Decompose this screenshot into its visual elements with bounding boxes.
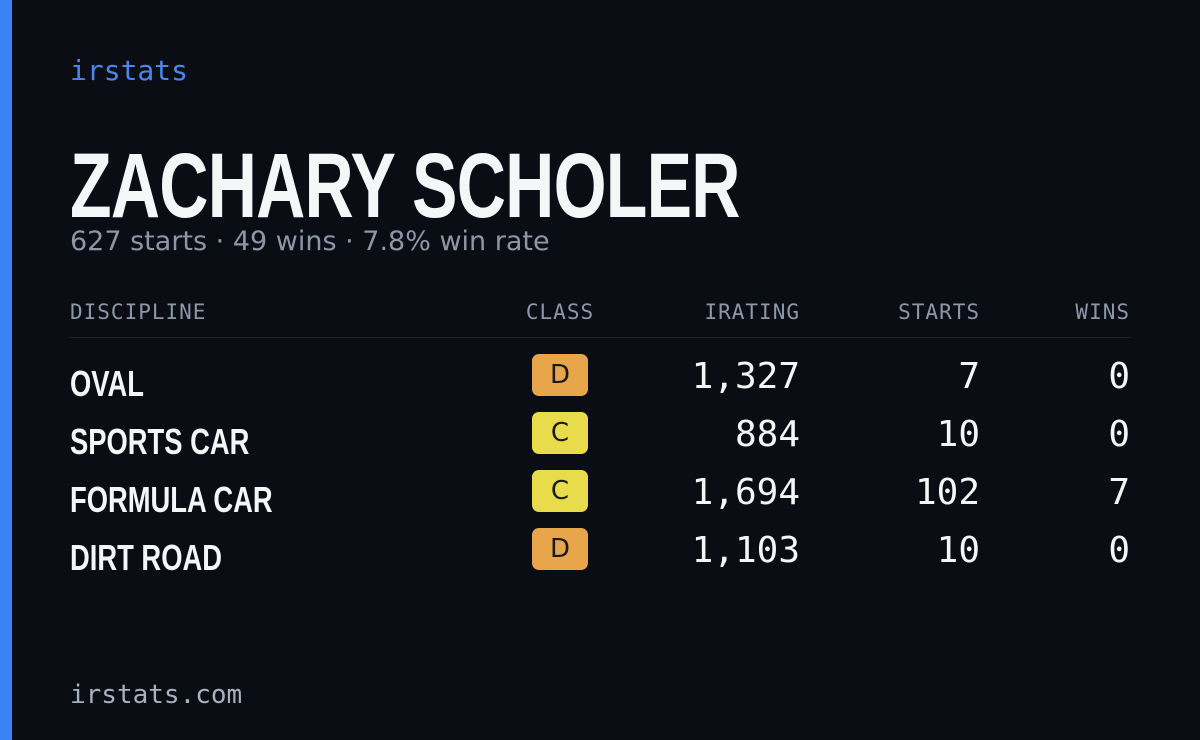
- accent-bar: [0, 0, 12, 740]
- discipline: OVAL: [70, 363, 144, 404]
- driver-name: ZACHARY SCHOLER: [70, 135, 740, 237]
- wins: 0: [1108, 356, 1130, 397]
- brand: irstats: [70, 54, 189, 87]
- footer-url: irstats.com: [70, 680, 243, 710]
- column-header: STARTS: [898, 300, 980, 324]
- column-header: IRATING: [704, 300, 800, 324]
- column-header: DISCIPLINE: [70, 300, 207, 324]
- class-badge: D: [532, 528, 588, 570]
- header-rule: [70, 337, 1130, 338]
- wins: 7: [1108, 472, 1130, 513]
- irating: 1,694: [691, 472, 800, 513]
- discipline: FORMULA CAR: [70, 479, 273, 520]
- irating: 1,103: [691, 530, 800, 571]
- column-header: WINS: [1075, 300, 1130, 324]
- wins: 0: [1108, 530, 1130, 571]
- starts: 10: [936, 530, 980, 571]
- starts: 7: [958, 356, 980, 397]
- class-badge: D: [532, 354, 588, 396]
- class-badge: C: [532, 412, 588, 454]
- discipline: SPORTS CAR: [70, 421, 250, 462]
- discipline: DIRT ROAD: [70, 537, 222, 578]
- starts: 10: [936, 414, 980, 455]
- column-header: CLASS: [525, 300, 595, 324]
- irating: 1,327: [691, 356, 800, 397]
- class-badge: C: [532, 470, 588, 512]
- summary: 627 starts · 49 wins · 7.8% win rate: [70, 226, 550, 257]
- wins: 0: [1108, 414, 1130, 455]
- starts: 102: [914, 472, 980, 513]
- irating: 884: [734, 414, 800, 455]
